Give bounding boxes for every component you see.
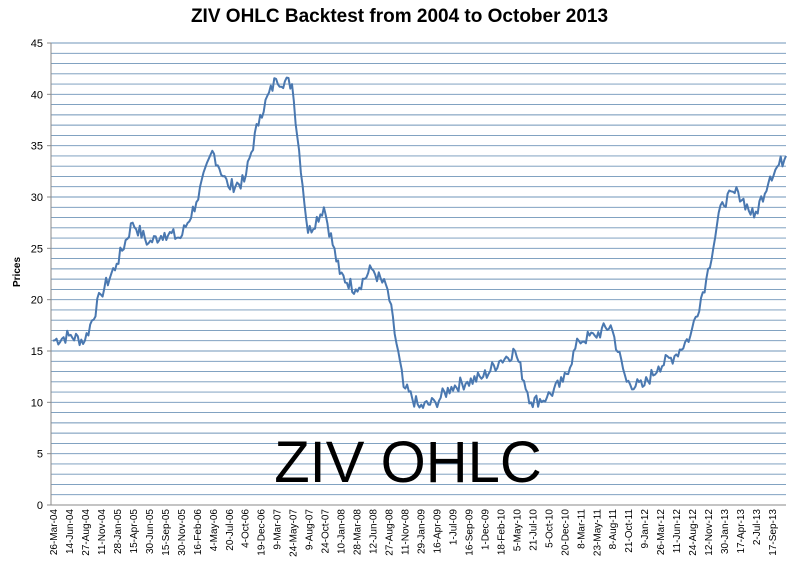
chart-annotation: ZIV OHLC: [274, 430, 542, 495]
x-tick-label: 11-Nov-08: [401, 509, 412, 555]
x-tick-label: 5-May-10: [512, 509, 523, 552]
x-tick-label: 4-Oct-06: [241, 509, 252, 548]
x-tick-label: 8-Mar-11: [576, 509, 587, 549]
x-tick-label: 8-Aug-11: [608, 509, 619, 550]
x-tick-label: 4-May-06: [209, 509, 220, 552]
x-tick-label: 26-Mar-04: [49, 509, 60, 556]
x-tick-label: 5-Oct-10: [544, 509, 555, 548]
x-tick-label: 14-Jun-04: [65, 509, 76, 554]
chart-title: ZIV OHLC Backtest from 2004 to October 2…: [190, 6, 609, 27]
x-tick-label: 20-Dec-10: [560, 509, 571, 556]
y-tick-label: 35: [31, 141, 43, 153]
x-tick-label: 9-Jan-12: [640, 509, 651, 549]
x-tick-label: 26-Mar-12: [656, 509, 667, 556]
x-tick-label: 24-Aug-12: [688, 509, 699, 556]
x-tick-label: 19-Dec-06: [257, 509, 268, 556]
x-tick-label: 30-Jan-13: [720, 509, 731, 554]
x-tick-label: 15-Apr-05: [129, 509, 140, 554]
x-tick-label: 28-Jan-05: [113, 509, 124, 554]
x-tick-label: 18-Feb-10: [496, 509, 507, 556]
y-tick-label: 5: [37, 449, 43, 461]
x-tick-label: 16-Sep-09: [464, 509, 475, 556]
x-tick-label: 24-May-07: [289, 509, 300, 557]
x-tick-label: 24-Oct-07: [321, 509, 332, 554]
y-tick-label: 10: [31, 397, 43, 409]
x-tick-label: 2-Jul-13: [752, 509, 763, 546]
x-tick-label: 29-Jan-09: [417, 509, 428, 554]
y-tick-label: 30: [31, 192, 43, 204]
x-tick-label: 12-Nov-12: [704, 509, 715, 556]
x-tick-label: 11-Jun-12: [672, 509, 683, 554]
x-tick-label: 30-Jun-05: [145, 509, 156, 554]
x-tick-label: 30-Nov-05: [177, 509, 188, 556]
y-axis-label: Prices: [12, 257, 23, 287]
x-tick-label: 20-Jul-06: [225, 509, 236, 551]
x-tick-label: 11-Nov-04: [97, 509, 108, 555]
y-tick-label: 20: [31, 295, 43, 307]
x-tick-label: 21-Jul-10: [528, 509, 539, 551]
x-tick-label: 1-Dec-09: [480, 509, 491, 551]
x-tick-label: 12-Jun-08: [369, 509, 380, 554]
x-tick-label: 21-Oct-11: [624, 509, 635, 553]
x-tick-label: 17-Sep-13: [768, 509, 779, 556]
x-tick-label: 28-Mar-08: [353, 509, 364, 556]
y-tick-label: 0: [37, 500, 43, 512]
x-tick-label: 15-Sep-05: [161, 509, 172, 556]
x-tick-label: 16-Apr-09: [432, 509, 443, 554]
x-tick-label: 10-Jan-08: [337, 509, 348, 554]
x-tick-label: 16-Feb-06: [193, 509, 204, 556]
x-tick-label: 23-May-11: [592, 509, 603, 556]
x-tick-label: 27-Aug-04: [81, 509, 92, 556]
x-tick-label: 9-Aug-07: [305, 509, 316, 551]
y-tick-label: 15: [31, 346, 43, 358]
series-line: [52, 76, 787, 409]
x-tick-label: 1-Jul-09: [448, 509, 459, 546]
y-tick-label: 25: [31, 243, 43, 255]
x-tick-label: 9-Mar-07: [273, 509, 284, 550]
x-tick-label: 17-Apr-13: [736, 509, 747, 554]
x-tick-label: 27-Aug-08: [385, 509, 396, 556]
y-tick-label: 45: [31, 38, 43, 50]
y-tick-label: 40: [31, 89, 43, 101]
